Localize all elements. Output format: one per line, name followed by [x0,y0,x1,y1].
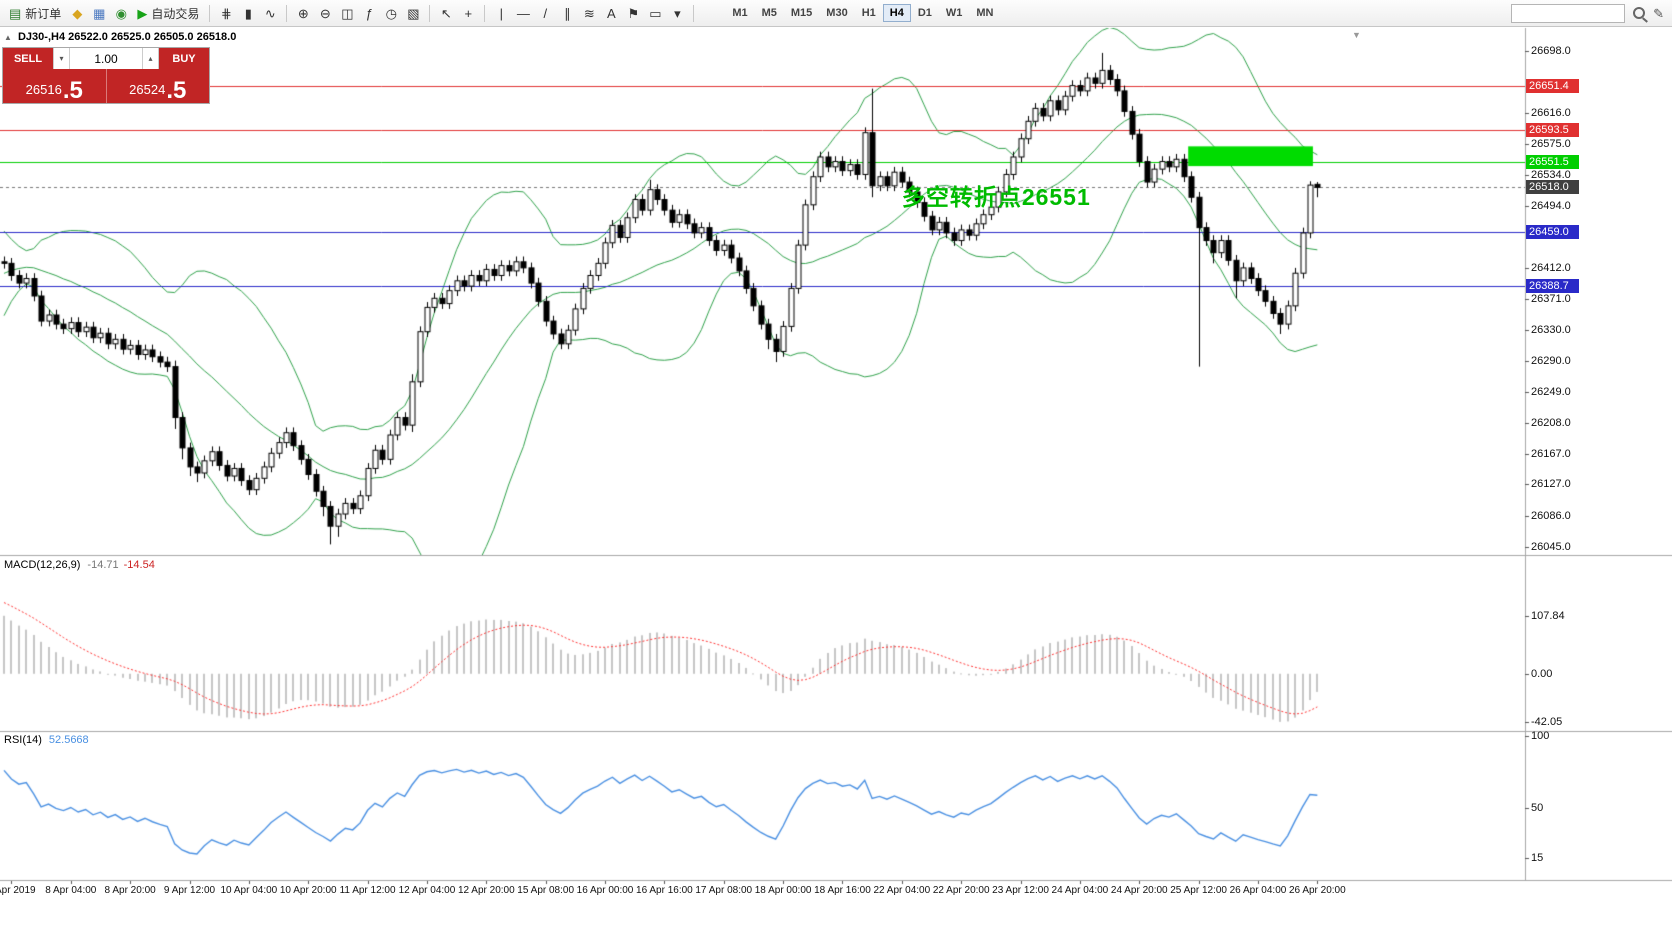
timeframe-m5[interactable]: M5 [761,7,777,19]
auto-trading-label: 自动交易 [151,6,200,21]
candlestick-chart-button[interactable]: ▮ [237,3,259,23]
timeframe-m30[interactable]: M30 [826,7,848,19]
toolbar-separator [484,4,486,22]
periods-icon: ◷ [385,5,397,21]
channel-icon: ∥ [564,5,571,21]
channel-button[interactable]: ∥ [556,3,578,23]
market-watch-icon: ◆ [72,5,83,21]
volume-decrease-button[interactable]: ▾ [53,48,70,69]
market-watch-button[interactable]: ◆ [66,3,88,23]
auto-trading-play-icon: ▶ [137,5,148,21]
text-tool-button[interactable]: A [600,3,622,23]
timeframe-group: M1 M5 M15 M30 H1 H4 D1 W1 MN [725,4,1000,22]
toolbar-separator [693,4,695,22]
chevron-down-icon: ▾ [674,5,681,21]
sell-price-main: 26516 [25,82,62,97]
crosshair-button[interactable]: + [457,3,479,23]
shapes-button[interactable]: ▭ [644,3,666,23]
drawing-dropdown-button[interactable]: ▾ [666,3,688,23]
auto-trading-button[interactable]: ▶ 自动交易 [132,3,204,23]
tile-windows-icon: ◫ [341,5,354,21]
templates-icon: ▧ [407,5,420,21]
trendline-icon: / [543,5,548,21]
fibonacci-button[interactable]: ≋ [578,3,600,23]
text-tool-icon: A [606,5,616,21]
search-icon[interactable] [1633,7,1646,19]
tile-windows-button[interactable]: ◫ [336,3,358,23]
navigator-icon: ◉ [115,5,127,21]
periods-button[interactable]: ◷ [380,3,402,23]
fibonacci-icon: ≋ [583,5,595,21]
zoom-in-icon: ⊕ [297,5,309,21]
sell-price-pips: .5 [62,76,83,104]
timeframe-m15[interactable]: M15 [790,7,813,19]
pencil-icon[interactable]: ✎ [1653,5,1664,21]
arrow-tool-icon: ⚑ [627,5,640,21]
vertical-line-button[interactable]: | [490,3,512,23]
new-order-label: 新订单 [25,6,62,21]
toolbar: ▤ 新订单 ◆ ▦ ◉ ▶ 自动交易 ⋕ ▮ ∿ ⊕ ⊖ ◫ ƒ ◷ ▧ ↖ +… [0,0,1672,27]
volume-input[interactable] [70,48,142,69]
cursor-button[interactable]: ↖ [435,3,457,23]
sell-price-button[interactable]: 26516 .5 [3,69,106,103]
toolbar-separator [429,4,431,22]
timeframe-h1[interactable]: H1 [861,7,876,19]
zoom-in-button[interactable]: ⊕ [292,3,314,23]
volume-increase-button[interactable]: ▴ [142,48,159,69]
horizontal-line-button[interactable]: — [512,3,534,23]
timeframe-m1[interactable]: M1 [732,7,748,19]
navigator-button[interactable]: ◉ [110,3,132,23]
buy-price-main: 26524 [129,82,166,97]
cursor-icon: ↖ [440,5,452,21]
timeframe-h4[interactable]: H4 [882,4,911,22]
sell-button[interactable]: SELL [3,48,53,69]
timeframe-mn[interactable]: MN [976,7,994,19]
toolbar-separator [286,4,288,22]
buy-price-button[interactable]: 26524 .5 [105,69,209,104]
toolbar-right-group: ✎ [1511,3,1668,23]
buy-price-pips: .5 [166,76,187,104]
toolbar-separator [209,4,211,22]
shapes-icon: ▭ [649,5,662,21]
bar-chart-button[interactable]: ⋕ [215,3,237,23]
line-chart-icon: ∿ [264,5,276,21]
arrow-tool-button[interactable]: ⚑ [622,3,644,23]
zoom-out-button[interactable]: ⊖ [314,3,336,23]
indicators-icon: ƒ [365,5,373,21]
zoom-out-icon: ⊖ [319,5,331,21]
timeframe-w1[interactable]: W1 [945,7,963,19]
trendline-button[interactable]: / [534,3,556,23]
timeframe-d1[interactable]: D1 [917,7,932,19]
vertical-line-icon: | [499,5,504,21]
candlestick-chart-icon: ▮ [244,5,252,21]
templates-button[interactable]: ▧ [402,3,424,23]
data-window-icon: ▦ [93,5,106,21]
data-window-button[interactable]: ▦ [88,3,110,23]
indicators-button[interactable]: ƒ [358,3,380,23]
line-chart-button[interactable]: ∿ [259,3,281,23]
search-input[interactable] [1511,3,1626,23]
one-click-trading-panel: SELL ▾ ▴ BUY 26516 .5 26524 .5 [2,47,210,104]
bar-chart-icon: ⋕ [220,5,232,21]
new-order-icon: ▤ [9,5,22,21]
new-order-button[interactable]: ▤ 新订单 [4,3,66,23]
buy-button[interactable]: BUY [159,48,209,69]
crosshair-icon: + [464,5,473,21]
horizontal-line-icon: — [516,5,530,21]
